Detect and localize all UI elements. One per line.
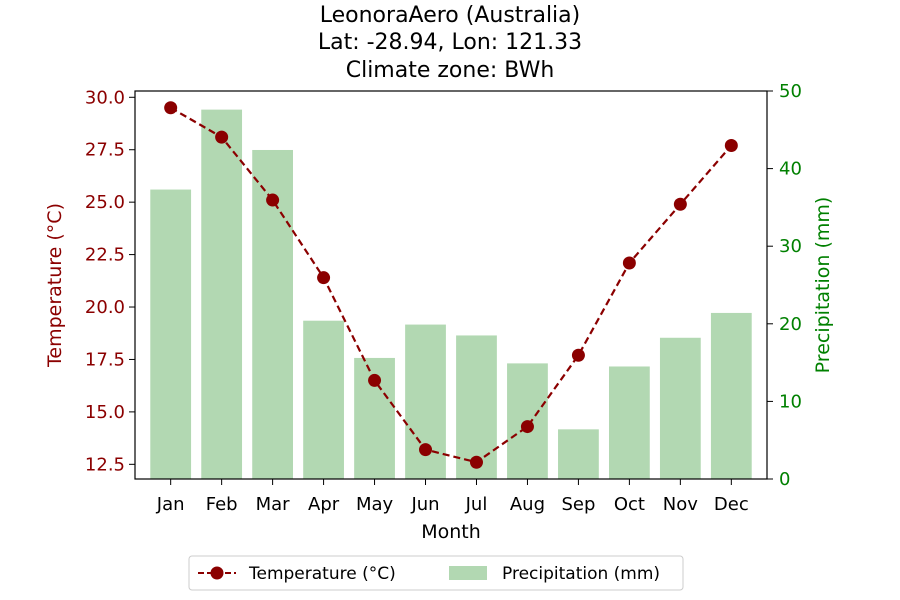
precipitation-bar-dec	[710, 312, 752, 479]
left-y-tick-label: 30.0	[85, 87, 125, 108]
precipitation-bar-oct	[609, 366, 650, 479]
temperature-point-nov	[673, 197, 687, 211]
x-tick-label: Oct	[614, 494, 645, 515]
temperature-line	[164, 101, 738, 469]
legend-precipitation-swatch	[449, 566, 487, 580]
right-y-tick-label: 0	[779, 469, 790, 490]
right-y-axis: 0 10 20 30 40 50	[767, 81, 802, 490]
precipitation-bar-nov	[659, 337, 701, 479]
left-y-tick-label: 22.5	[85, 245, 125, 266]
x-axis: Jan Feb Mar Apr May Jun Jul Aug Sep Oct Nov Dec	[156, 479, 749, 515]
x-tick-label: Apr	[308, 494, 340, 515]
left-y-axis-label: Temperature (°C)	[44, 203, 66, 368]
right-y-axis-label: Precipitation (mm)	[812, 197, 834, 374]
x-tick-label: Feb	[206, 494, 238, 515]
chart-title-line-1: LeonoraAero (Australia)	[320, 3, 581, 28]
chart-title: LeonoraAero (Australia) Lat: -28.94, Lon…	[318, 3, 582, 83]
left-y-tick-label: 25.0	[85, 192, 125, 213]
precipitation-bar-jul	[456, 335, 497, 479]
right-y-tick-label: 40	[779, 159, 802, 180]
temperature-point-jun	[419, 443, 433, 457]
right-y-tick-label: 20	[779, 314, 802, 335]
temperature-point-jan	[164, 101, 178, 115]
precipitation-bar-sep	[558, 429, 599, 479]
temperature-series-line	[170, 106, 733, 464]
left-y-tick-label: 12.5	[85, 454, 125, 475]
x-tick-label: Nov	[663, 494, 698, 515]
legend: Temperature (°C) Precipitation (mm)	[188, 555, 684, 591]
precipitation-bar-jan	[150, 189, 192, 479]
x-tick-label: Jan	[156, 494, 185, 515]
legend-box	[188, 555, 684, 591]
legend-temperature-marker	[210, 566, 224, 580]
temperature-point-feb	[215, 130, 229, 144]
left-y-tick-label: 20.0	[85, 297, 125, 318]
x-tick-label: Mar	[256, 494, 291, 515]
precipitation-bar-feb	[201, 109, 243, 480]
temperature-point-mar	[266, 193, 280, 207]
right-y-tick-label: 30	[779, 236, 802, 257]
x-tick-label: Aug	[510, 494, 545, 515]
x-tick-label: Sep	[561, 494, 595, 515]
x-tick-label: Dec	[714, 494, 749, 515]
temperature-point-oct	[622, 256, 636, 270]
x-axis-label: Month	[421, 521, 481, 543]
temperature-point-jul	[469, 455, 483, 469]
x-tick-label: Jul	[465, 494, 488, 515]
plot-area-frame	[134, 90, 768, 480]
left-y-tick-label: 27.5	[85, 140, 125, 161]
temperature-point-dec	[724, 139, 738, 153]
legend-precipitation-label: Precipitation (mm)	[502, 564, 660, 584]
chart-title-line-2: Lat: -28.94, Lon: 121.33	[318, 30, 582, 55]
chart-title-line-3: Climate zone: BWh	[346, 58, 555, 83]
right-y-tick-label: 10	[779, 391, 802, 412]
temperature-point-sep	[571, 348, 585, 362]
left-y-tick-label: 17.5	[85, 349, 125, 370]
x-tick-label: May	[356, 494, 394, 515]
left-y-axis: 12.5 15.0 17.5 20.0 22.5 25.0 27.5 30.0	[85, 87, 135, 475]
legend-temperature-label: Temperature (°C)	[248, 564, 396, 584]
temperature-point-aug	[520, 420, 534, 434]
temperature-point-apr	[317, 271, 331, 285]
precipitation-bars	[150, 109, 752, 480]
left-y-tick-label: 15.0	[85, 402, 125, 423]
temperature-point-may	[368, 373, 382, 387]
right-y-tick-label: 50	[779, 81, 802, 102]
x-tick-label: Jun	[410, 494, 439, 515]
precipitation-bar-apr	[303, 320, 344, 479]
